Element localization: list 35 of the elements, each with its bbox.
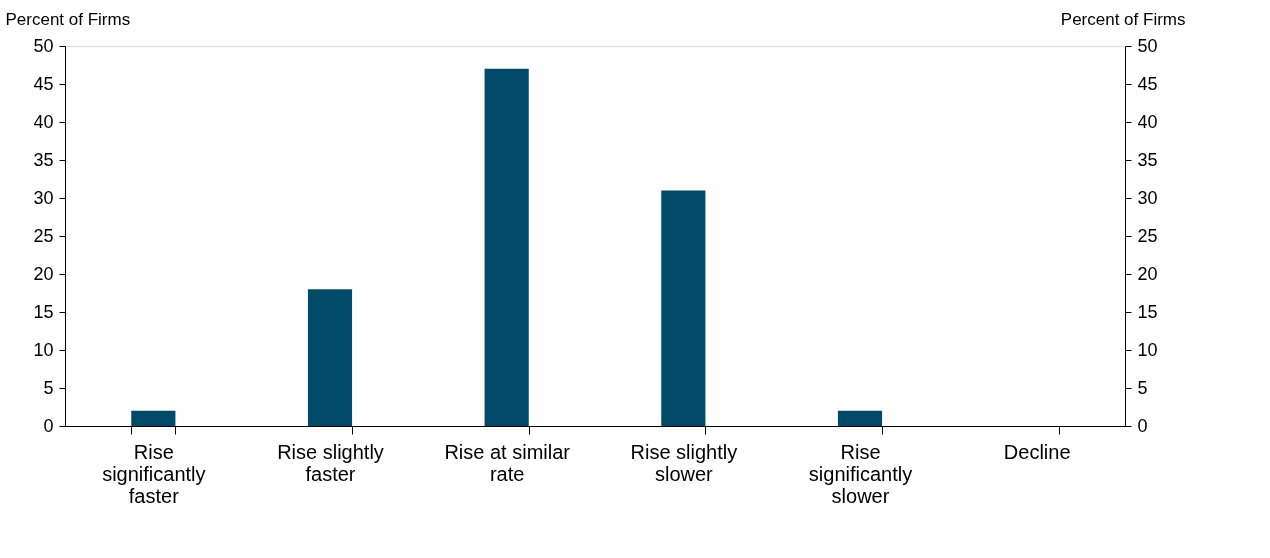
y2-tick-label: 35 [1137, 149, 1158, 170]
x-tick-label: Rise significantly slower [808, 440, 913, 507]
x-tick-label: Decline [1003, 440, 1071, 463]
y-tick-label: 15 [33, 301, 54, 322]
y2-axis-title: Percent of Firms [1060, 9, 1186, 29]
y-tick-label: 25 [33, 225, 54, 246]
x-tick-label: Rise slightly slower [630, 440, 738, 485]
y2-tick-label: 45 [1137, 73, 1158, 94]
bar [307, 289, 353, 426]
y2-tick-label: 10 [1137, 339, 1158, 360]
y-tick-label: 10 [33, 339, 54, 360]
y2-tick-label: 40 [1137, 111, 1158, 132]
x-tick-label: Rise significantly faster [102, 440, 206, 507]
y2-tick-label: 15 [1137, 301, 1158, 322]
y-tick-label: 35 [33, 149, 54, 170]
y-tick-label: 50 [33, 35, 54, 56]
y2-tick-label: 25 [1137, 225, 1158, 246]
y-tick-label: 5 [43, 377, 54, 398]
y2-tick-label: 50 [1137, 35, 1158, 56]
y2-tick-label: 5 [1137, 377, 1148, 398]
y-tick-label: 0 [43, 415, 54, 436]
y-tick-label: 20 [33, 263, 54, 284]
y2-tick-label: 0 [1137, 415, 1148, 436]
x-tick-label: Rise slightly faster [277, 440, 384, 485]
y-tick-label: 45 [33, 73, 54, 94]
y2-tick-label: 20 [1137, 263, 1158, 284]
bar [484, 68, 529, 426]
y-tick-label: 30 [33, 187, 54, 208]
x-tick-label: Rise at similar rate [444, 440, 571, 485]
bar [837, 410, 883, 426]
y2-tick-label: 30 [1137, 187, 1158, 208]
bar [131, 410, 176, 426]
bar [661, 190, 706, 426]
y-tick-label: 40 [33, 111, 54, 132]
y-axis-title: Percent of Firms [5, 9, 131, 29]
